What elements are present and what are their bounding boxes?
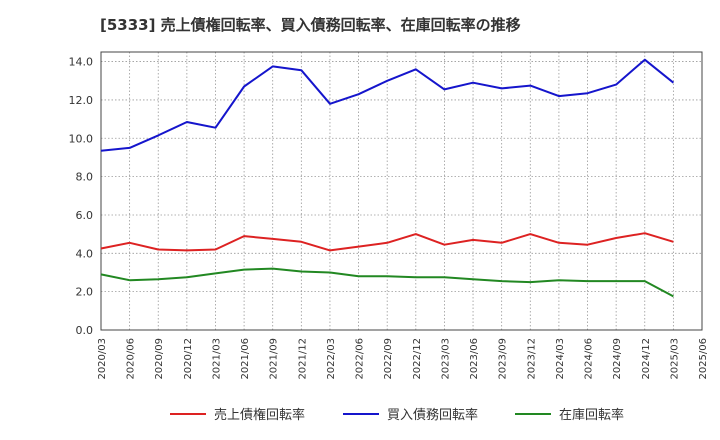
legend-label-inventory: 在庫回転率 [559,408,625,423]
series-line-2 [100,267,674,298]
series-line-1 [100,58,675,152]
legend-swatch-payables [343,412,379,415]
x-tick-label: 2022/09 [383,338,394,380]
x-tick-label: 2024/06 [584,338,595,380]
plot-background [101,52,702,330]
x-tick-label: 2022/03 [326,338,337,380]
x-tick-label: 2021/12 [297,338,308,380]
x-tick-label: 2021/06 [240,338,251,380]
x-tick-label: 2022/06 [355,338,366,380]
y-tick-label: 6.0 [76,209,94,222]
plot-frame [100,51,703,331]
series-line-0 [100,232,674,252]
y-tick-label: 2.0 [76,286,94,299]
x-tick-label: 2020/09 [154,338,165,380]
chart-area: 0.0 2.0 4.0 6.0 8.0 10.0 12.0 14.0 2020/03 2020/0… [69,51,709,380]
legend: 売上債権回転率 買入債務回転率 在庫回転率 [0,404,720,428]
y-tick-label: 12.0 [69,94,94,107]
y-tick-label: 4.0 [76,247,94,260]
x-tick-label: 2020/03 [97,338,108,380]
x-tick-label: 2022/12 [412,338,423,380]
y-tick-label: 0.0 [76,324,94,337]
legend-item-inventory: 在庫回転率 [515,404,624,423]
x-tick-label: 2024/09 [612,338,623,380]
x-tick-label: 2020/06 [126,338,137,380]
legend-item-payables: 買入債務回転率 [343,404,478,423]
x-tick-label: 2020/12 [183,338,194,380]
y-tick-label: 10.0 [69,132,94,145]
x-tick-label: 2023/12 [526,338,537,380]
legend-label-receivables: 売上債権回転率 [214,408,306,423]
x-tick-label: 2021/03 [211,338,222,380]
x-tick-label: 2023/09 [498,338,509,380]
x-tick-label: 2024/03 [555,338,566,380]
y-tick-label: 8.0 [76,171,94,184]
x-tick-label: 2021/09 [269,338,280,380]
x-tick-label: 2023/03 [440,338,451,380]
legend-item-receivables: 売上債権回転率 [170,404,305,423]
legend-label-payables: 買入債務回転率 [387,408,479,423]
y-tick-label: 14.0 [69,56,94,69]
chart-title: [5333] 売上債権回転率、買入債務回転率、在庫回転率の推移 [100,16,521,34]
x-tick-label: 2024/12 [641,338,652,380]
x-tick-label: 2025/06 [698,338,709,380]
legend-swatch-receivables [170,412,206,415]
x-tick-label: 2023/06 [469,338,480,380]
x-tick-label: 2025/03 [669,338,680,380]
legend-swatch-inventory [515,412,551,415]
